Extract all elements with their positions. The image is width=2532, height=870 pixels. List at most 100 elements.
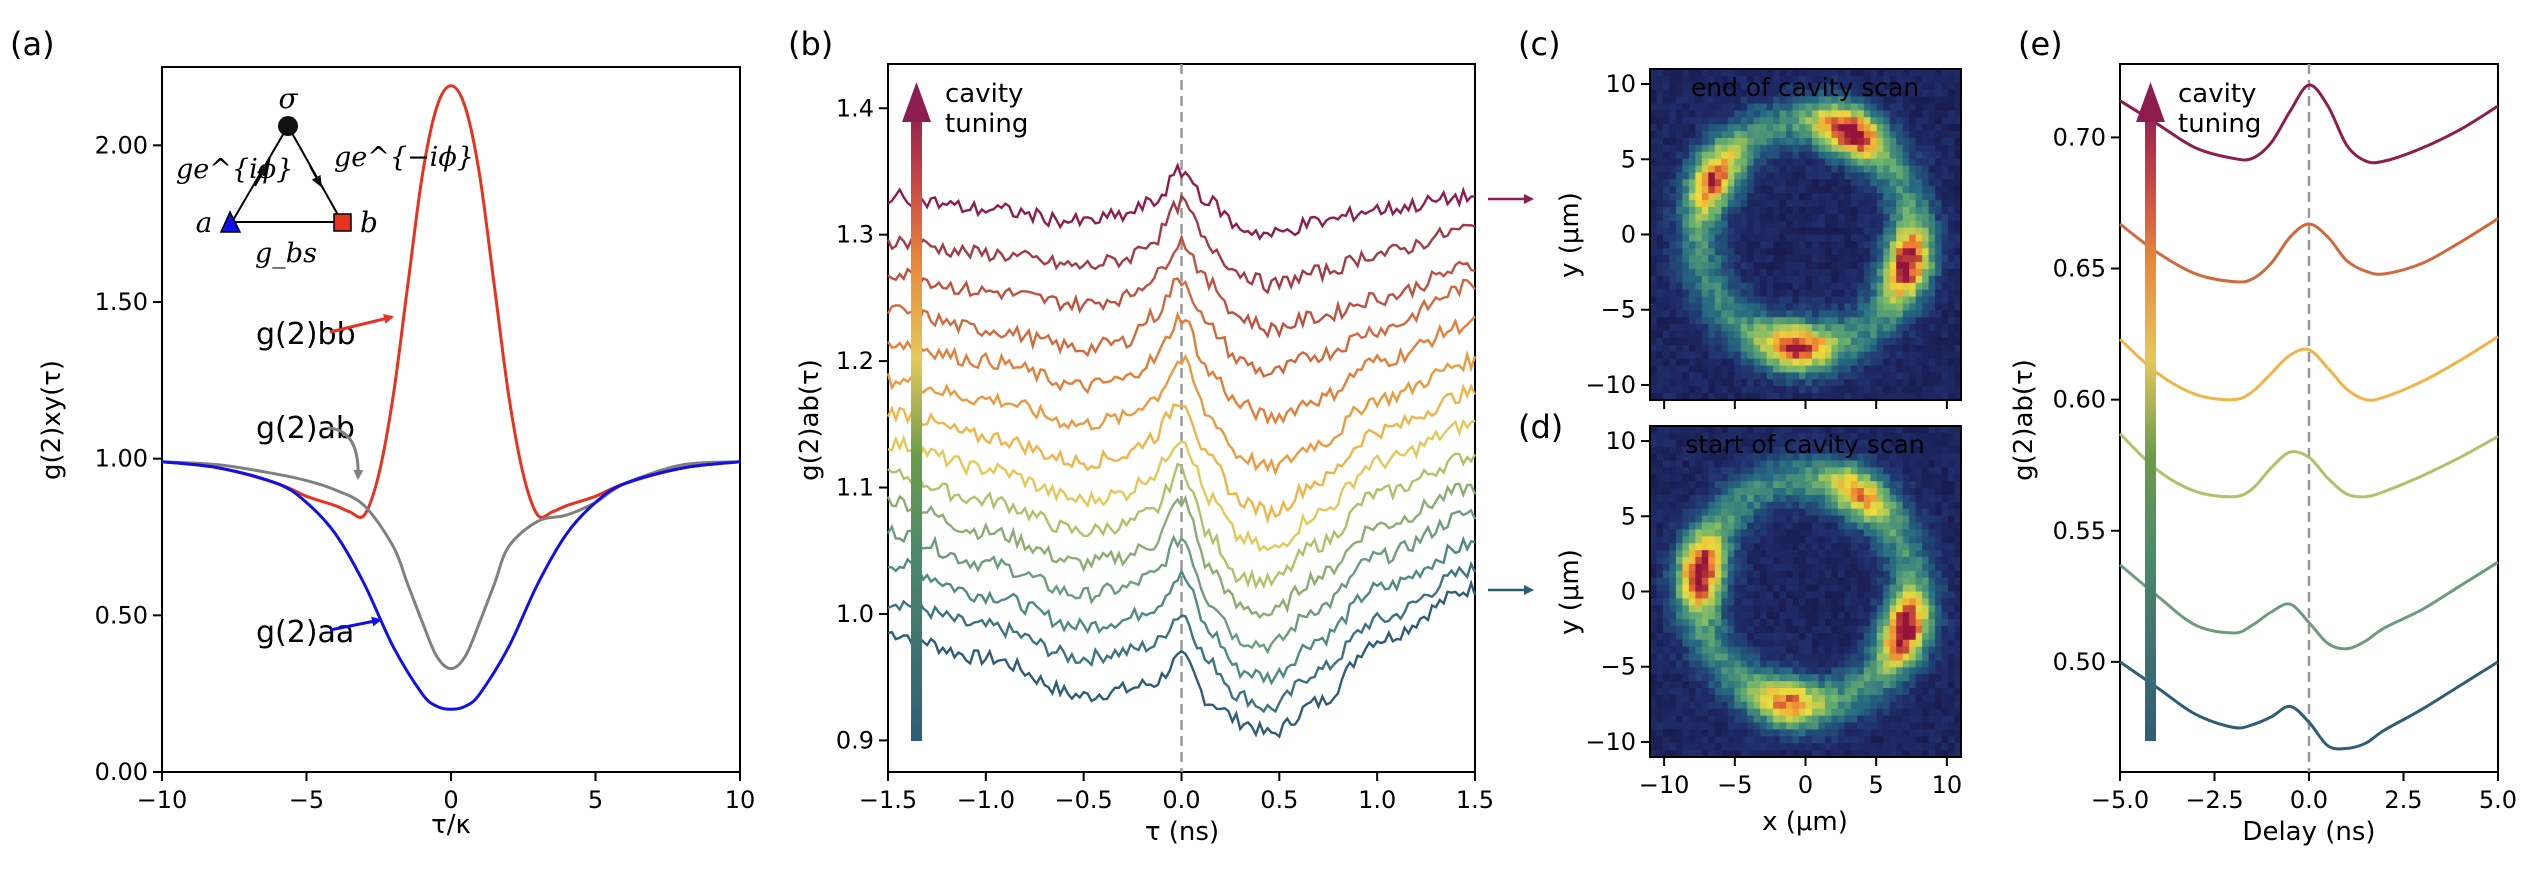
heatmap-pixel [1811, 303, 1820, 311]
heatmap-pixel [1766, 179, 1774, 187]
heatmap-pixel [1786, 275, 1794, 284]
heatmap-pixel [1902, 69, 1910, 77]
heatmap-pixel [1811, 550, 1820, 558]
heatmap-pixel [1688, 750, 1696, 758]
heatmap-pixel [1779, 515, 1787, 524]
heatmap-pixel [1662, 179, 1671, 187]
heatmap-pixel [1727, 206, 1735, 215]
heatmap-pixel [1650, 515, 1658, 524]
heatmap-pixel [1779, 172, 1787, 180]
heatmap-pixel [1863, 282, 1871, 291]
heatmap-pixel [1799, 241, 1807, 249]
heatmap-pixel [1650, 289, 1658, 298]
heatmap-pixel [1760, 110, 1768, 118]
heatmap-pixel [1915, 688, 1923, 696]
heatmap-pixel [1721, 508, 1729, 517]
heatmap-pixel [1662, 255, 1671, 263]
heatmap-pixel [1928, 460, 1936, 468]
heatmap-pixel [1805, 234, 1813, 242]
heatmap-pixel [1870, 529, 1878, 537]
heatmap-pixel [1844, 331, 1852, 339]
heatmap-pixel [1675, 632, 1683, 641]
heatmap-pixel [1701, 460, 1709, 468]
heatmap-pixel [1708, 89, 1716, 98]
heatmap-pixel [1766, 591, 1774, 599]
heatmap-pixel [1708, 379, 1716, 387]
heatmap-pixel [1915, 736, 1923, 744]
heatmap-pixel [1766, 82, 1774, 91]
heatmap-pixel [1844, 481, 1852, 489]
heatmap-pixel [1876, 536, 1884, 544]
heatmap-pixel [1773, 172, 1781, 180]
heatmap-pixel [1954, 96, 1962, 105]
heatmap-pixel [1792, 358, 1800, 367]
heatmap-pixel [1935, 337, 1943, 346]
heatmap-pixel [1909, 324, 1917, 332]
heatmap-pixel [1922, 632, 1930, 641]
heatmap-pixel [1650, 110, 1658, 118]
heatmap-pixel [1701, 337, 1709, 346]
heatmap-pixel [1915, 393, 1923, 401]
heatmap-pixel [1773, 598, 1781, 606]
heatmap-pixel [1941, 268, 1949, 277]
heatmap-pixel [1844, 529, 1852, 537]
heatmap-pixel [1824, 750, 1833, 758]
heatmap-pixel [1844, 488, 1852, 496]
heatmap-pixel [1669, 460, 1677, 468]
heatmap-pixel [1766, 543, 1774, 551]
heatmap-pixel [1688, 206, 1696, 215]
heatmap-pixel [1695, 508, 1703, 517]
heatmap-pixel [1896, 688, 1904, 696]
heatmap-pixel [1928, 667, 1936, 675]
heatmap-pixel [1753, 515, 1761, 524]
ticks-b: −1.5 −1.0 −0.5 0.0 0.5 1.0 1.50.91.01.11.21.31… [836, 94, 1494, 814]
heatmap-pixel [1837, 508, 1845, 517]
heatmap-pixel [1773, 262, 1781, 270]
heatmap-pixel [1714, 632, 1722, 641]
heatmap-pixel [1662, 750, 1671, 758]
heatmap-pixel [1740, 467, 1748, 475]
heatmap-pixel [1948, 317, 1956, 325]
heatmap-pixel [1818, 75, 1826, 84]
heatmap-pixel [1844, 96, 1852, 105]
heatmap-pixel [1799, 529, 1807, 537]
heatmap-pixel [1941, 379, 1949, 387]
heatmap-pixel [1870, 275, 1878, 284]
heatmap-pixel [1928, 193, 1936, 201]
heatmap-pixel [1688, 625, 1696, 634]
heatmap-pixel [1818, 365, 1826, 374]
heatmap-pixel [1734, 324, 1742, 332]
heatmap-y-tick-label: 10 [1605, 70, 1636, 98]
heatmap-pixel [1753, 303, 1761, 311]
heatmap-pixel [1799, 750, 1807, 758]
heatmap-pixel [1850, 625, 1858, 634]
heatmap-pixel [1662, 446, 1671, 455]
heatmap-pixel [1747, 694, 1755, 703]
heatmap-pixel [1928, 522, 1936, 531]
heatmap-pixel [1811, 681, 1820, 689]
heatmap-pixel [1701, 213, 1709, 222]
heatmap-pixel [1824, 310, 1833, 318]
heatmap-pixel [1857, 536, 1865, 544]
heatmap-pixel [1760, 96, 1768, 105]
heatmap-pixel [1760, 729, 1768, 737]
heatmap-pixel [1714, 110, 1722, 118]
heatmap-pixel [1766, 467, 1774, 475]
heatmap-pixel [1896, 598, 1904, 606]
heatmap-pixel [1896, 460, 1904, 468]
heatmap-pixel [1805, 750, 1813, 758]
heatmap-pixel [1792, 289, 1800, 298]
heatmap-pixel [1792, 529, 1800, 537]
heatmap-pixel [1786, 708, 1794, 717]
heatmap-pixel [1883, 570, 1891, 579]
heatmap-pixel [1721, 96, 1729, 105]
heatmap-pixel [1889, 220, 1897, 229]
heatmap-pixel [1824, 660, 1833, 668]
heatmap-pixel [1915, 75, 1923, 84]
heatmap-pixel [1915, 69, 1923, 77]
heatmap-pixel [1954, 365, 1962, 374]
heatmap-pixel [1870, 289, 1878, 298]
heatmap-pixel [1727, 393, 1735, 401]
heatmap-pixel [1824, 393, 1833, 401]
heatmap-pixel [1669, 124, 1677, 132]
